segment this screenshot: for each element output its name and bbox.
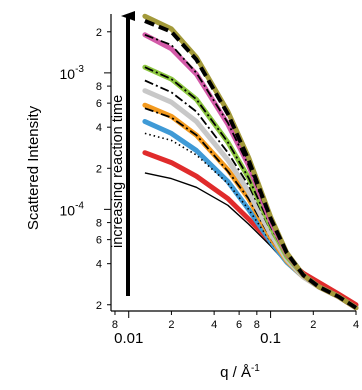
y-tick-label-7: 6 bbox=[96, 98, 102, 110]
x-tick-label-5: 8 bbox=[254, 319, 260, 331]
y-tick-label-text-0: 2 bbox=[96, 300, 102, 312]
y-tick-label-exponent-4: -4 bbox=[75, 200, 84, 211]
reaction-time-annotation: increasing reaction time bbox=[110, 95, 126, 248]
y-axis-label: Scattered Intensity bbox=[25, 105, 42, 230]
x-tick-label-2: 2 bbox=[168, 319, 174, 331]
x-tick-label-7: 2 bbox=[310, 319, 316, 331]
y-tick-label-6: 4 bbox=[96, 122, 102, 134]
y-tick-label-text-10: 2 bbox=[96, 27, 102, 39]
x-axis-label-exponent: -1 bbox=[251, 363, 260, 374]
x-axis-label-main: q / Å bbox=[220, 364, 251, 381]
y-tick-label-text-7: 6 bbox=[96, 98, 102, 110]
y-tick-label-0: 2 bbox=[96, 300, 102, 312]
y-tick-label-text-8: 8 bbox=[96, 81, 102, 93]
x-tick-label-3: 4 bbox=[211, 319, 217, 331]
x-tick-label-4: 6 bbox=[236, 319, 242, 331]
series-line-13 bbox=[144, 19, 358, 310]
x-tick-label-1: 0.01 bbox=[114, 330, 143, 347]
x-tick-label-0: 8 bbox=[112, 319, 118, 331]
series-line-2 bbox=[142, 119, 359, 311]
x-axis-label: q / Å-1 bbox=[220, 363, 260, 381]
y-tick-label-1: 4 bbox=[96, 259, 102, 271]
y-tick-label-text-9: 10 bbox=[60, 66, 76, 82]
y-tick-label-8: 8 bbox=[96, 81, 102, 93]
y-tick-label-text-1: 4 bbox=[96, 259, 102, 271]
y-tick-label-9: 10-3 bbox=[60, 64, 85, 82]
y-tick-label-text-2: 6 bbox=[96, 235, 102, 247]
y-tick-label-text-5: 2 bbox=[96, 163, 102, 175]
x-tick-label-6: 0.1 bbox=[260, 330, 281, 347]
y-tick-label-text-3: 8 bbox=[96, 218, 102, 230]
y-tick-label-5: 2 bbox=[96, 163, 102, 175]
y-tick-label-10: 2 bbox=[96, 27, 102, 39]
series-line-11 bbox=[144, 33, 357, 309]
y-tick-label-text-6: 4 bbox=[96, 122, 102, 134]
y-tick-label-4: 10-4 bbox=[60, 200, 85, 218]
y-tick-label-2: 6 bbox=[96, 235, 102, 247]
x-tick-label-8: 4 bbox=[353, 319, 359, 331]
y-tick-label-3: 8 bbox=[96, 218, 102, 230]
y-tick-label-exponent-9: -3 bbox=[75, 64, 84, 75]
y-tick-label-text-4: 10 bbox=[60, 202, 76, 218]
